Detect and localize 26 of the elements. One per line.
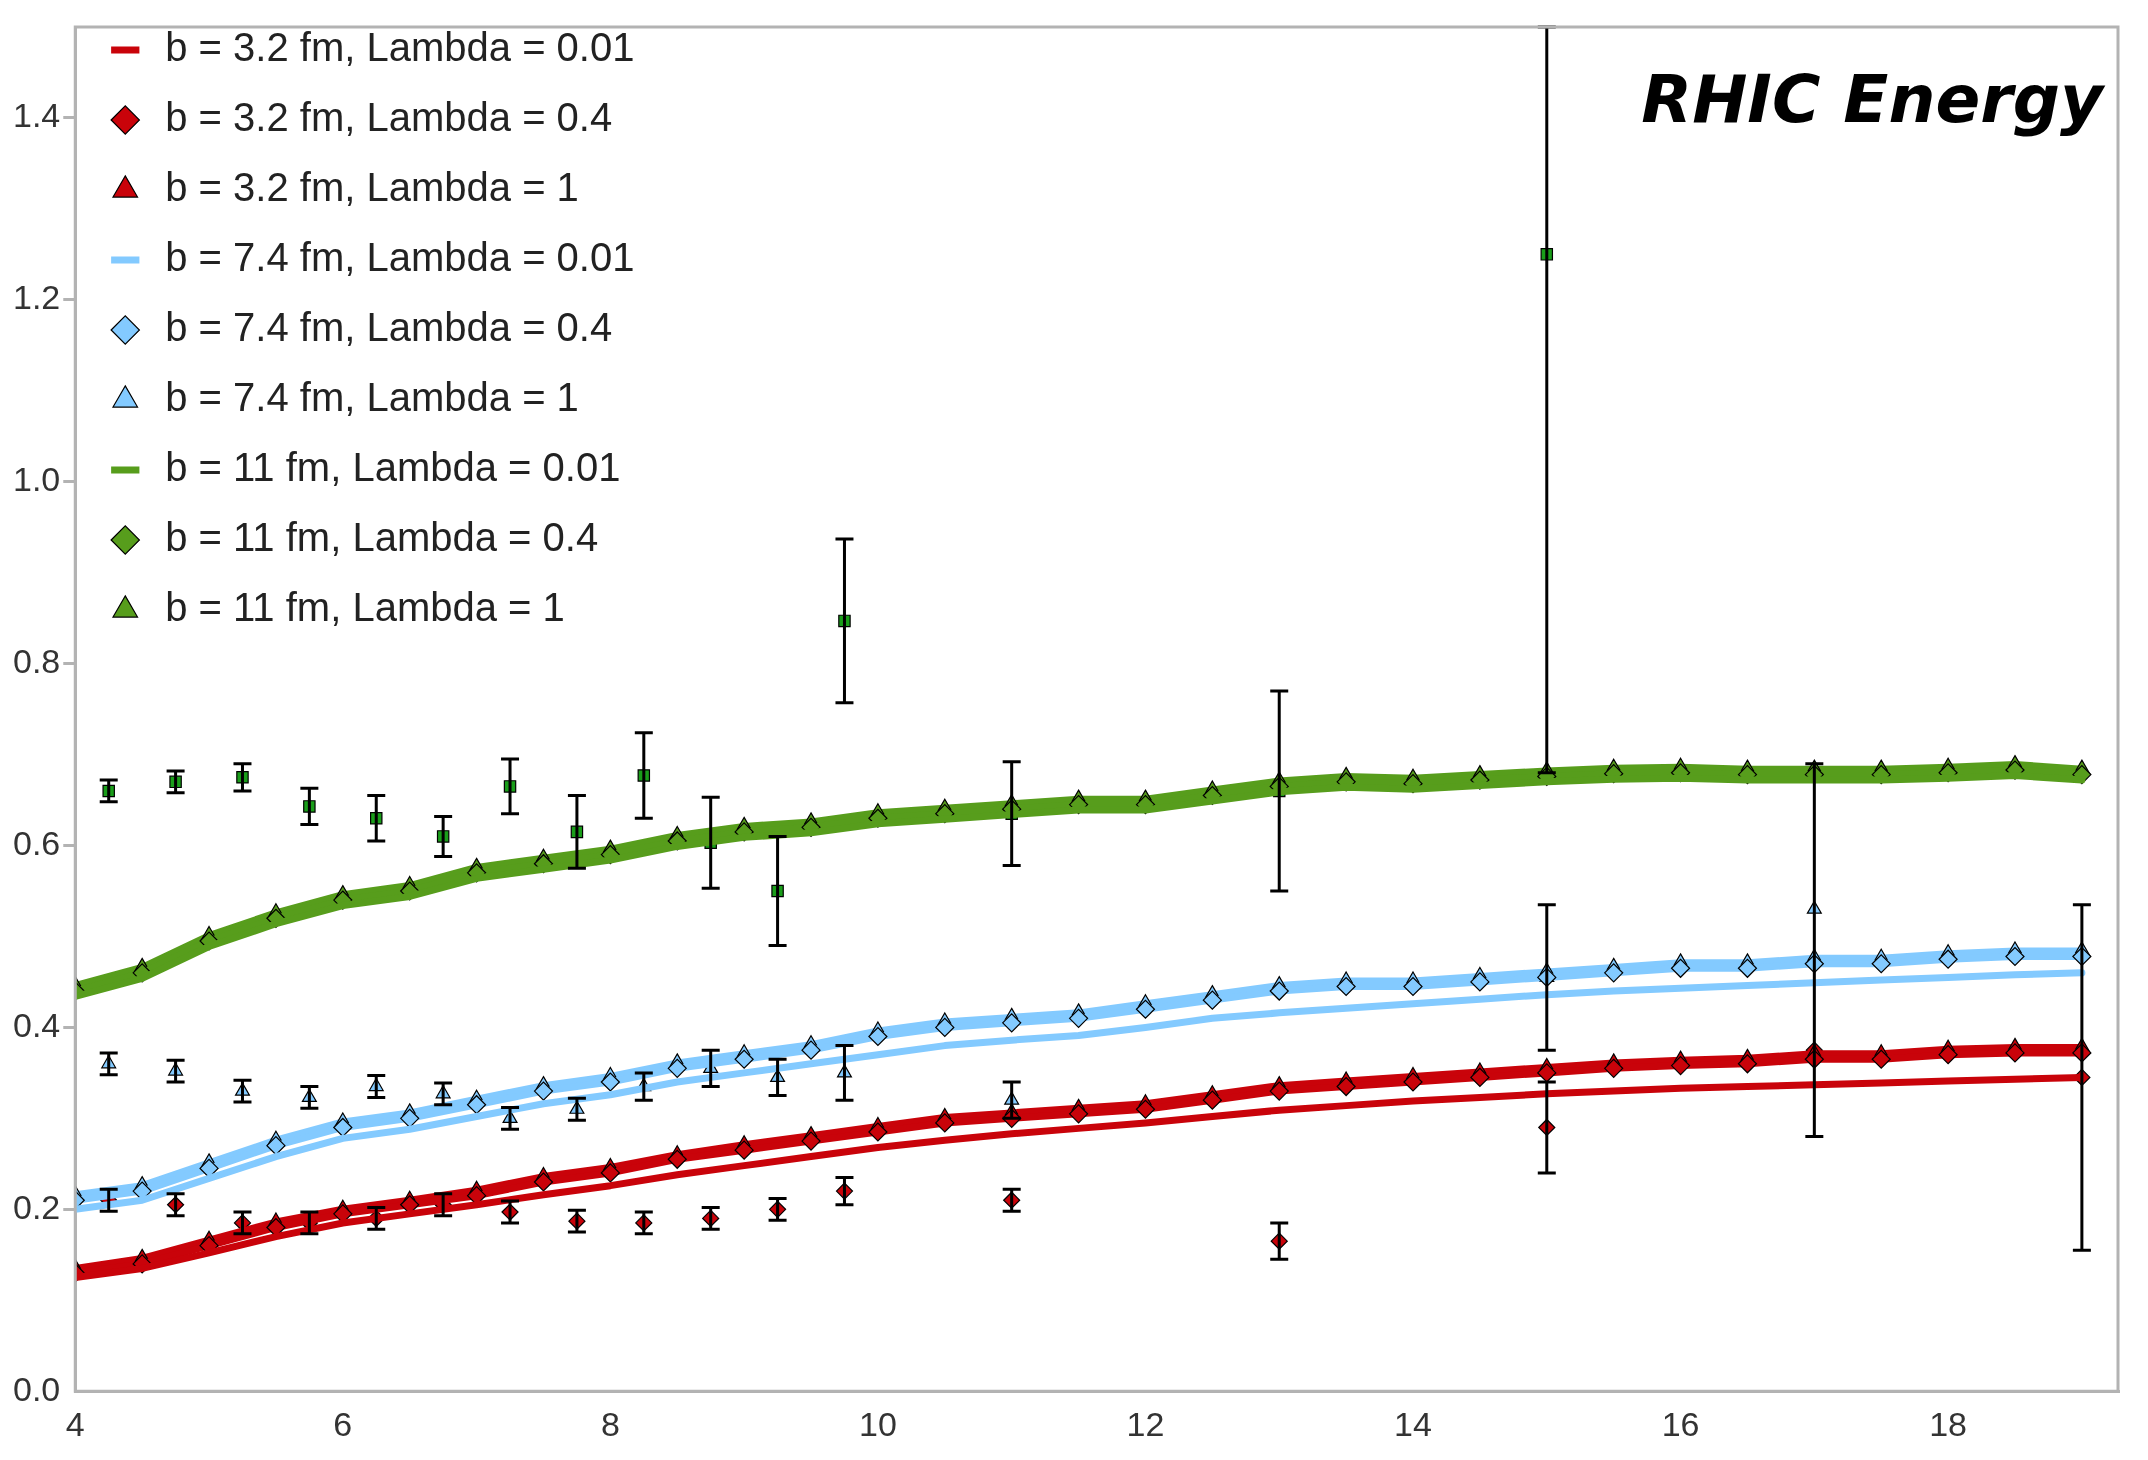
legend-label: b = 3.2 fm, Lambda = 0.4	[165, 95, 613, 140]
y-tick-label: 0.0	[13, 1369, 61, 1408]
y-tick-label: 1.4	[13, 96, 61, 135]
legend-label: b = 7.4 fm, Lambda = 1	[165, 375, 579, 420]
x-tick-label: 16	[1661, 1404, 1700, 1443]
legend-label: b = 7.4 fm, Lambda = 0.4	[165, 305, 613, 350]
y-tick-label: 1.2	[13, 278, 61, 317]
legend-label: b = 11 fm, Lambda = 0.4	[165, 515, 599, 560]
legend-label: b = 11 fm, Lambda = 1	[165, 585, 565, 630]
x-tick-label: 4	[65, 1404, 85, 1443]
x-tick-label: 12	[1126, 1404, 1165, 1443]
x-tick-label: 14	[1394, 1404, 1432, 1443]
legend-label: b = 7.4 fm, Lambda = 0.01	[165, 235, 635, 280]
text: RHIC Energy	[1641, 61, 2106, 139]
x-tick-label: 6	[333, 1404, 353, 1443]
y-tick-label: 0.8	[13, 642, 61, 680]
x-tick-label: 10	[859, 1404, 897, 1443]
y-tick-label: 1.0	[13, 460, 61, 499]
legend-label: b = 3.2 fm, Lambda = 0.01	[165, 25, 635, 70]
legend-label: b = 3.2 fm, Lambda = 1	[165, 165, 579, 210]
y-tick-label: 0.2	[13, 1187, 61, 1226]
y-tick-label: 0.4	[13, 1005, 61, 1044]
x-tick-label: 8	[600, 1404, 620, 1443]
legend-label: b = 11 fm, Lambda = 0.01	[165, 445, 621, 490]
x-tick-label: 18	[1929, 1404, 1968, 1443]
y-tick-label: 0.6	[13, 823, 61, 862]
